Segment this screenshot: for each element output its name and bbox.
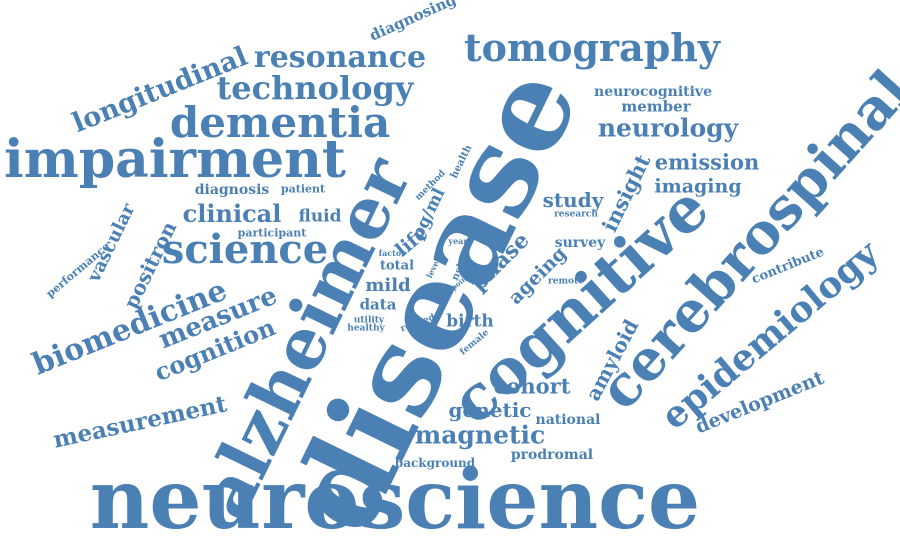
word-diagnosis: diagnosis: [194, 182, 270, 198]
word-factor: factor: [378, 248, 406, 258]
word-remote: remote: [548, 276, 584, 287]
word-diagnosing: diagnosing: [366, 0, 459, 45]
word-fluid: fluid: [298, 206, 342, 227]
word-science: science: [161, 226, 329, 273]
word-member: member: [621, 97, 691, 116]
word-mild: mild: [365, 275, 411, 296]
word-technology: technology: [216, 69, 414, 107]
word-measurement: measurement: [50, 390, 230, 454]
word-national: national: [535, 412, 601, 428]
word-prodromal: prodromal: [510, 447, 594, 463]
word-emission: emission: [654, 149, 760, 175]
word-study: study: [542, 188, 604, 212]
word-year: year: [448, 236, 468, 246]
word-cohort: cohort: [493, 373, 571, 399]
word-genetic: genetic: [448, 398, 532, 422]
word-research: research: [554, 209, 598, 220]
word-utility: utility: [353, 315, 385, 326]
word-magnetic: magnetic: [414, 420, 546, 450]
word-background: background: [394, 456, 476, 470]
word-impairment: impairment: [4, 129, 346, 190]
word-vascular: vascular: [83, 200, 140, 286]
word-neurology: neurology: [597, 113, 739, 143]
word-birth: birth: [446, 311, 494, 332]
word-survey: survey: [554, 235, 606, 251]
word-imaging: imaging: [654, 175, 742, 198]
word-dementia: dementia: [169, 98, 391, 147]
word-healthy: healthy: [347, 323, 385, 334]
word-resonance: resonance: [253, 40, 427, 75]
word-neurocognitive: neurocognitive: [594, 84, 712, 100]
word-neuroscience: neuroscience: [89, 452, 701, 540]
word-patient: patient: [280, 182, 326, 196]
word-tomography: tomography: [464, 25, 720, 70]
word-clinical: clinical: [182, 199, 282, 228]
word-total: total: [379, 258, 415, 274]
word-participant: participant: [237, 226, 307, 240]
word-data: data: [359, 295, 397, 314]
